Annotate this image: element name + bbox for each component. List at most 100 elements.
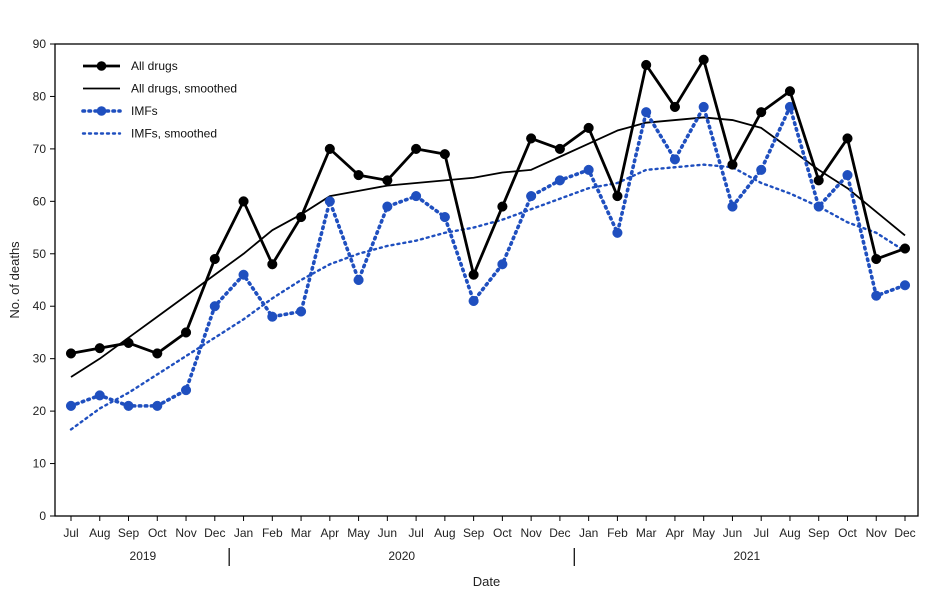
- data-point: [411, 143, 422, 154]
- x-tick-label: Sep: [118, 526, 140, 540]
- data-point: [382, 201, 393, 212]
- year-label: 2020: [388, 549, 415, 563]
- data-point: [641, 107, 652, 118]
- data-point: [296, 212, 307, 223]
- x-tick-label: Sep: [463, 526, 485, 540]
- data-point: [267, 259, 278, 270]
- y-tick-label: 30: [33, 352, 47, 366]
- data-point: [180, 327, 192, 338]
- data-point: [669, 101, 680, 112]
- data-point: [497, 201, 508, 212]
- x-tick-label: Mar: [291, 526, 312, 540]
- x-tick-label: Aug: [779, 526, 800, 540]
- year-label: 2019: [130, 549, 157, 563]
- data-point: [382, 175, 393, 186]
- data-point: [842, 133, 853, 144]
- data-point: [209, 253, 220, 265]
- data-point: [899, 243, 911, 254]
- data-point: [756, 164, 767, 175]
- x-tick-label: Apr: [666, 526, 685, 540]
- data-point: [152, 400, 163, 411]
- x-tick-label: Jul: [754, 526, 769, 540]
- series-line: [69, 163, 907, 431]
- x-tick-label: Apr: [320, 526, 339, 540]
- legend-item: All drugs: [83, 59, 178, 73]
- x-axis-title: Date: [473, 574, 500, 589]
- data-point: [526, 191, 537, 202]
- legend: All drugs All drugs, smoothed IMFs IMFs, sm…: [81, 59, 237, 141]
- data-point: [123, 337, 134, 348]
- y-tick-label: 60: [33, 194, 47, 208]
- y-tick-label: 50: [33, 247, 47, 261]
- data-point: [65, 348, 77, 359]
- x-tick-label: Jul: [408, 526, 423, 540]
- x-tick-label: Oct: [493, 526, 512, 540]
- data-point: [94, 390, 105, 401]
- x-tick-label: Dec: [549, 526, 570, 540]
- data-point: [180, 385, 192, 396]
- data-point: [727, 159, 738, 170]
- x-tick-label: Feb: [607, 526, 628, 540]
- legend-swatch-marker: [96, 61, 107, 71]
- data-point: [238, 269, 249, 280]
- y-tick-label: 90: [33, 37, 47, 51]
- series-line: [69, 105, 907, 408]
- legend-label: All drugs, smoothed: [131, 82, 237, 96]
- data-point: [468, 295, 479, 307]
- data-point: [94, 343, 105, 354]
- legend-item: All drugs, smoothed: [83, 82, 237, 96]
- data-point: [784, 86, 796, 97]
- data-point: [899, 280, 911, 291]
- y-axis-title: No. of deaths: [7, 241, 22, 319]
- year-label: 2021: [733, 549, 760, 563]
- data-point: [583, 122, 594, 133]
- data-point: [554, 143, 565, 154]
- x-tick-label: Oct: [838, 526, 857, 540]
- series-imfs: [65, 101, 911, 411]
- data-point: [813, 175, 824, 186]
- legend-item: IMFs: [81, 104, 158, 118]
- legend-label: IMFs: [131, 104, 158, 118]
- data-point: [583, 164, 594, 175]
- series-line: [70, 116, 906, 378]
- data-point: [324, 196, 335, 207]
- y-tick-label: 40: [33, 299, 47, 313]
- y-tick-label: 70: [33, 142, 47, 156]
- x-tick-label: May: [692, 526, 715, 540]
- data-point: [698, 54, 709, 65]
- legend-label: IMFs, smoothed: [131, 127, 217, 141]
- data-point: [152, 348, 163, 359]
- series-imfs-smoothed: [69, 163, 907, 431]
- data-point: [756, 107, 767, 118]
- data-point: [296, 306, 307, 317]
- x-tick-label: Jan: [234, 526, 253, 540]
- x-tick-label: Mar: [636, 526, 657, 540]
- data-point: [439, 212, 450, 223]
- x-tick-label: Jun: [723, 526, 742, 540]
- data-point: [698, 101, 709, 112]
- plot-frame: [54, 43, 919, 517]
- x-tick-label: May: [347, 526, 370, 540]
- x-tick-label: Dec: [204, 526, 225, 540]
- data-point: [669, 154, 680, 165]
- data-point: [641, 59, 652, 71]
- data-point: [267, 311, 278, 322]
- x-tick-label: Jun: [378, 526, 397, 540]
- x-tick-label: Nov: [866, 526, 887, 540]
- data-point: [526, 133, 537, 144]
- data-point: [209, 301, 220, 312]
- legend-label: All drugs: [131, 59, 178, 73]
- y-axis: 0 10 20 30 40 50 60 70 80 90: [33, 37, 55, 523]
- year-groups: 2019 2020 2021: [130, 548, 760, 566]
- legend-swatch-marker: [96, 106, 107, 116]
- data-point: [871, 290, 882, 301]
- legend-item: IMFs, smoothed: [81, 127, 217, 141]
- x-axis: Jul Aug Sep Oct Nov Dec Jan Feb Mar Apr May Jun Jul A…: [63, 516, 916, 540]
- series-all-drugs: [65, 54, 911, 359]
- data-point: [353, 170, 364, 181]
- data-point: [411, 191, 422, 202]
- data-point: [324, 143, 335, 154]
- y-tick-label: 20: [33, 404, 47, 418]
- data-point: [65, 400, 77, 411]
